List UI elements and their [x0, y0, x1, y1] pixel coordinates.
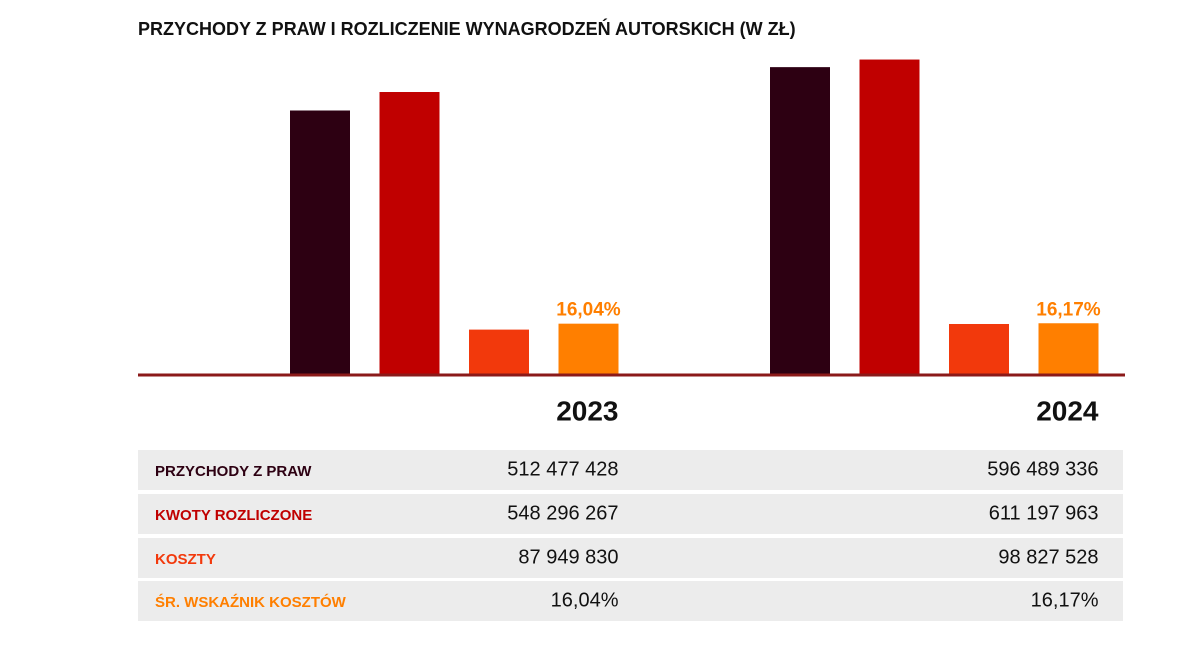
table-row: [138, 450, 1123, 490]
row-label: PRZYCHODY Z PRAW: [155, 463, 312, 480]
bar: [379, 92, 440, 376]
table-row: [138, 494, 1123, 534]
data-label: 16,04%: [556, 300, 621, 321]
table-cell: 596 489 336: [987, 458, 1098, 480]
table-cell: 512 477 428: [507, 458, 618, 480]
row-label: KWOTY ROZLICZONE: [155, 507, 312, 524]
table-cell: 16,04%: [551, 589, 619, 611]
table-row: [138, 581, 1123, 621]
table-cell: 87 949 830: [518, 546, 618, 568]
row-label: ŚR. WSKAŹNIK KOSZTÓW: [155, 593, 347, 611]
bar: [1038, 323, 1099, 375]
bar: [949, 323, 1009, 375]
table-cell: 98 827 528: [998, 546, 1098, 568]
x-tick-label: 2023: [556, 395, 618, 426]
bar: [469, 329, 529, 375]
x-tick-label: 2024: [1036, 395, 1099, 426]
bar: [558, 323, 619, 375]
table-row: [138, 538, 1123, 578]
table-cell: 611 197 963: [989, 502, 1099, 524]
bar: [770, 67, 830, 376]
data-label: 16,17%: [1036, 299, 1101, 320]
table-cell: 16,17%: [1031, 589, 1099, 611]
chart-title: PRZYCHODY Z PRAW I ROZLICZENIE WYNAGRODZ…: [138, 18, 796, 39]
bar: [290, 110, 350, 376]
bar: [859, 59, 920, 375]
table-cell: 548 296 267: [507, 502, 618, 524]
row-label: KOSZTY: [155, 551, 216, 568]
